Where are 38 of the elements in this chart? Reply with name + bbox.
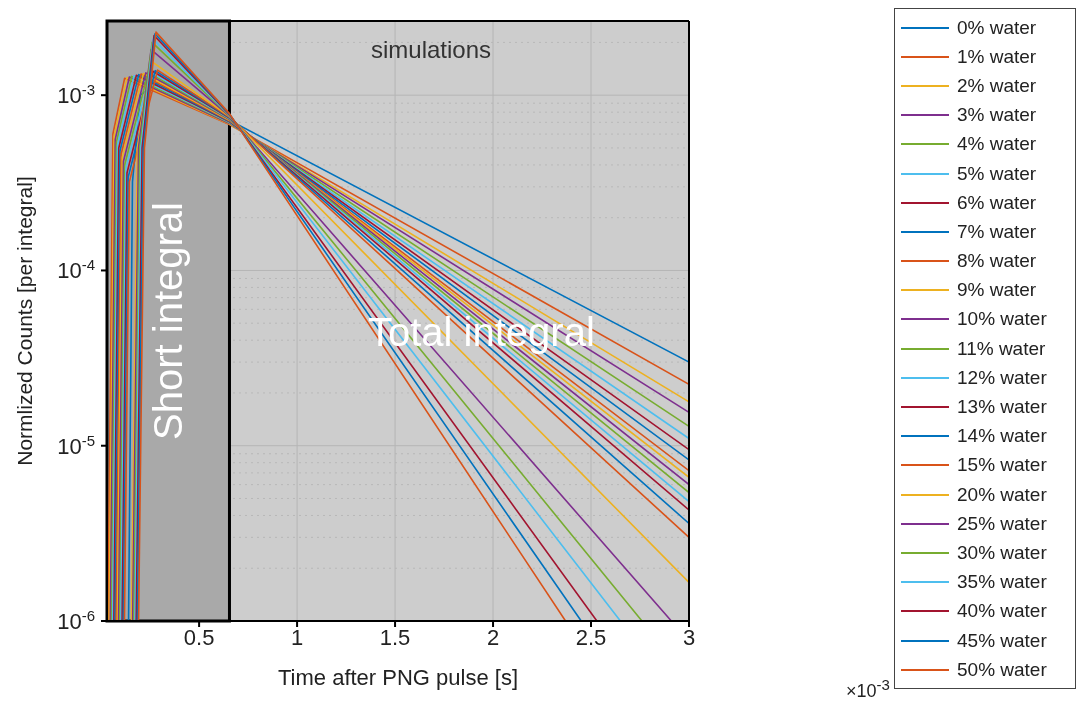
legend-label: 50% water [957,658,1047,681]
legend-label: 0% water [957,16,1037,39]
x-tick-label: 3 [682,624,696,650]
legend-label: 20% water [957,483,1047,506]
legend-label: 5% water [957,162,1037,185]
x-tick-label: 2 [486,624,500,650]
legend-label: 14% water [957,425,1047,448]
y-axis-title: Normlized Counts [per integral] [12,176,36,466]
x-tick-label: 1 [290,624,304,650]
legend-label: 45% water [957,629,1047,652]
legend-label: 1% water [957,45,1037,68]
x-tick-label: 2.5 [575,624,607,650]
legend-label: 6% water [957,191,1037,214]
legend-label: 25% water [957,512,1047,535]
legend-label: 40% water [957,600,1047,623]
legend-label: 7% water [957,220,1037,243]
y-tick-label: 10$^{-5}$ [57,431,95,459]
band-label: Short integral [146,202,191,440]
legend-label: 12% water [957,366,1047,389]
y-tick-label: 10$^{-6}$ [57,606,95,634]
legend-label: 4% water [957,133,1037,156]
legend-label: 15% water [957,454,1047,477]
y-tick-label: 10$^{-3}$ [57,80,95,109]
legend-label: 2% water [957,74,1037,97]
x-tick-label: 0.5 [183,624,215,650]
annotation: simulations [369,36,492,65]
legend-label: 30% water [957,541,1047,564]
legend-label: 35% water [957,571,1047,594]
y-tick-label: 10$^{-4}$ [57,255,95,284]
legend-label: 9% water [957,279,1037,302]
legend-label: 13% water [957,396,1047,419]
text: ×10$^{-3}$ [846,676,891,703]
legend-label: 10% water [957,308,1047,331]
legend-label: 3% water [957,104,1037,127]
legend-label: 8% water [957,250,1037,273]
x-tick-label: 1.5 [379,624,411,650]
x-axis-title: Time after PNG pulse [s] [277,665,519,690]
legend-label: 11% water [957,337,1046,360]
